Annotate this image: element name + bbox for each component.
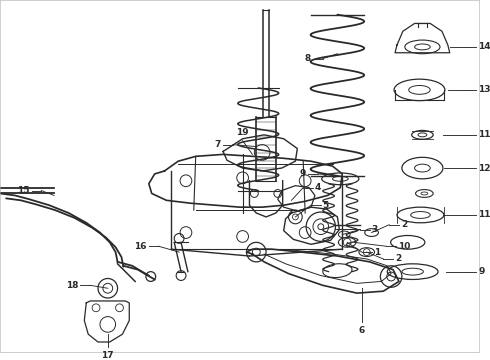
Text: 15: 15 — [17, 186, 29, 195]
Text: 10: 10 — [398, 242, 410, 251]
Text: 2: 2 — [401, 220, 407, 229]
Text: 11: 11 — [478, 130, 490, 139]
Text: 1: 1 — [373, 248, 380, 257]
Text: 16: 16 — [134, 242, 147, 251]
Text: 13: 13 — [478, 85, 490, 94]
Text: 18: 18 — [66, 281, 78, 290]
Text: 6: 6 — [359, 327, 365, 336]
Text: 8: 8 — [305, 54, 311, 63]
Text: 2: 2 — [395, 255, 401, 264]
Text: 11: 11 — [478, 211, 490, 220]
Text: 14: 14 — [478, 42, 490, 51]
Text: 9: 9 — [478, 267, 485, 276]
Text: 3: 3 — [371, 225, 378, 234]
Text: 4: 4 — [315, 183, 321, 192]
Text: 19: 19 — [236, 128, 249, 137]
Text: 7: 7 — [215, 140, 221, 149]
Text: 9: 9 — [300, 170, 306, 179]
Text: 12: 12 — [478, 163, 490, 172]
Text: 17: 17 — [101, 351, 114, 360]
Text: 5: 5 — [323, 201, 329, 210]
